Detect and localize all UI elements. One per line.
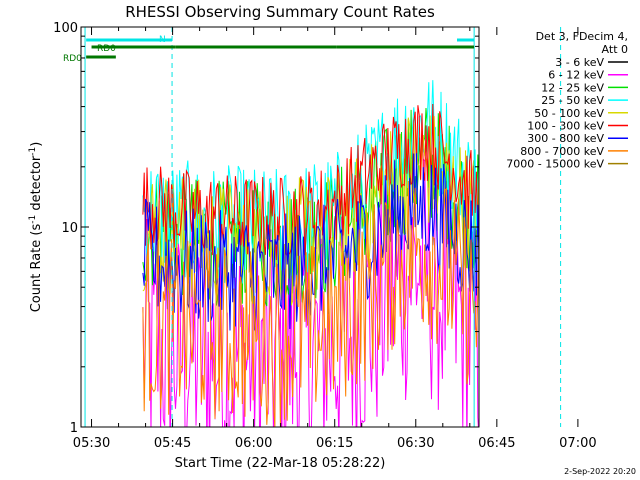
x-tick-label: 06:15: [316, 436, 353, 451]
flags-layer: RD0 RD0 N: [63, 35, 475, 64]
legend-entry-label: 6 - 12 keV: [548, 69, 604, 82]
legend-entry-label: 3 - 6 keV: [555, 56, 604, 69]
series-layer: [142, 80, 479, 427]
y-tick-label: 100: [53, 21, 78, 36]
series-800-7000-kev: [142, 179, 479, 427]
x-tick-label: 05:45: [154, 436, 191, 451]
flag-label-n: N: [159, 35, 166, 45]
x-tick-label: 06:00: [235, 436, 272, 451]
legend-header-line2: Att 0: [602, 43, 628, 56]
legend-header-line1: Det 3, FDecim 4,: [536, 30, 628, 43]
x-tick-label: 06:30: [397, 436, 434, 451]
flag-label-rd0: RD0: [97, 44, 116, 54]
x-tick-label: 05:30: [73, 436, 110, 451]
legend-entry-label: 300 - 800 keV: [527, 132, 604, 145]
legend-entry-label: 100 - 300 keV: [527, 120, 604, 133]
flag-label-rd0: RD0: [63, 54, 82, 64]
y-axis-label: Count Rate (s-1 detector-1): [28, 142, 44, 313]
y-tick-label: 1: [70, 421, 78, 436]
y-tick-label: 10: [61, 221, 78, 236]
x-axis-label: Start Time (22-Mar-18 05:28:22): [175, 456, 386, 471]
chart-title: RHESSI Observing Summary Count Rates: [125, 3, 435, 21]
series-300-800-kev: [142, 153, 479, 331]
datestamp: 2-Sep-2022 20:20: [564, 467, 636, 476]
x-tick-label: 06:45: [478, 436, 515, 451]
legend-entry-label: 25 - 50 keV: [541, 94, 604, 107]
x-tick-label: 07:00: [559, 436, 596, 451]
axis-ticks: 05:30 05:45 06:00 06:15 06:30 06:45 07:00 1 10 10…: [53, 21, 596, 451]
legend-entry-label: 12 - 25 keV: [541, 81, 604, 94]
legend-entry-label: 7000 - 15000 keV: [506, 158, 604, 171]
legend-entry-label: 800 - 7000 keV: [520, 145, 604, 158]
legend-entry-label: 50 - 100 keV: [534, 107, 604, 120]
